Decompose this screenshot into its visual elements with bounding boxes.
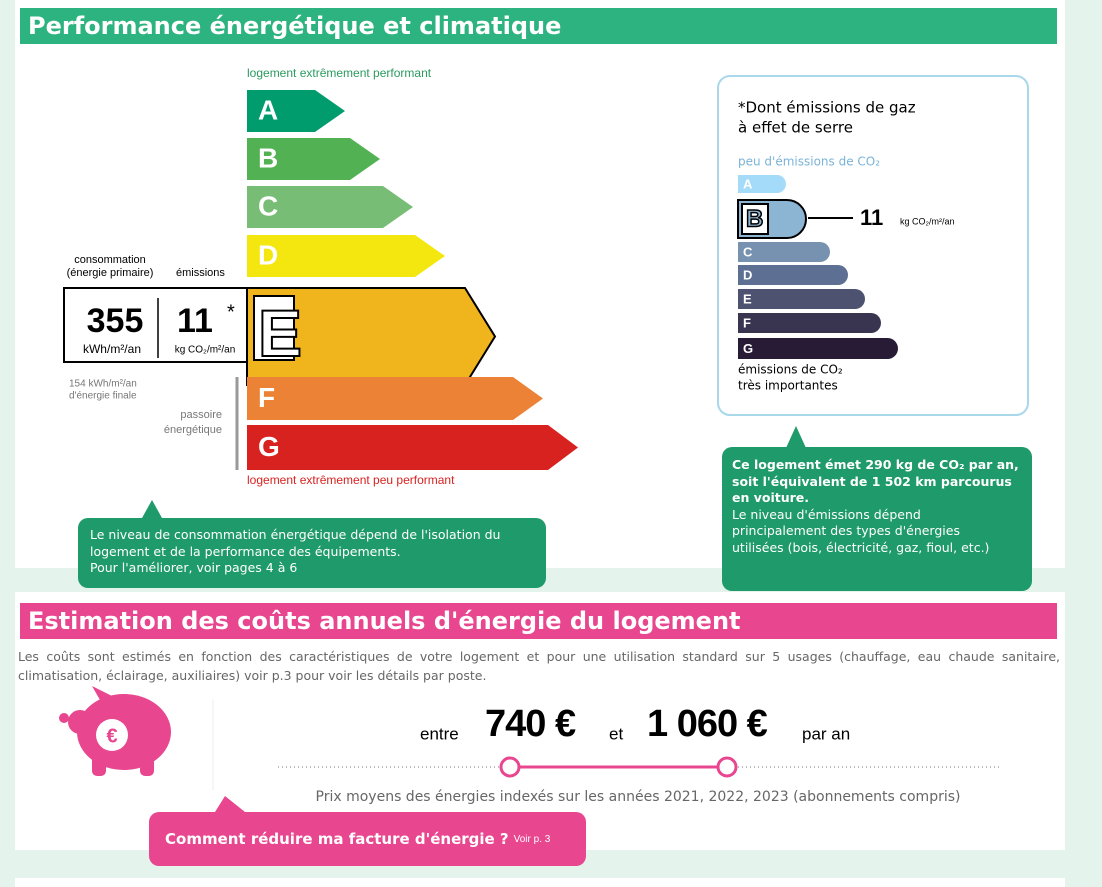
ghg-class-bar xyxy=(738,242,830,262)
current-class-box xyxy=(741,203,769,235)
energy-class-letter: C xyxy=(258,190,278,221)
ghg-class-bar xyxy=(738,175,786,193)
passoire-label: énergétique xyxy=(164,424,222,436)
ghg-class-letter: C xyxy=(743,244,753,259)
ghg-class-bar xyxy=(738,265,848,285)
range-handle xyxy=(499,756,521,778)
ghg-class-letter: A xyxy=(743,176,753,191)
emissions-label: émissions xyxy=(176,267,225,279)
energy-class-arrow xyxy=(247,90,345,132)
ghg-bottom-label: très importantes xyxy=(738,379,838,393)
range-handle xyxy=(716,756,738,778)
scale-top-label: logement extrêmement performant xyxy=(247,66,432,80)
emissions-unit: kg CO₂/m²/an xyxy=(175,345,236,356)
costs-description: Les coûts sont estimés en fonction des c… xyxy=(18,649,1060,683)
consumption-label: consommation xyxy=(74,254,146,266)
energy-class-letter: E xyxy=(258,296,302,370)
energy-class-letter: A xyxy=(258,94,278,125)
note-line: soit l'équivalent de 1 502 km parcourus xyxy=(732,473,1012,489)
range-footnote: Prix moyens des énergies indexés sur les… xyxy=(316,789,961,805)
ghg-title: *Dont émissions de gaz xyxy=(738,99,916,117)
energy-class-arrow xyxy=(247,186,413,228)
range-from: entre xyxy=(420,724,459,743)
final-energy: 154 kWh/m²/an xyxy=(69,379,137,390)
range-and: et xyxy=(609,724,623,743)
callout-tip xyxy=(215,796,245,812)
callout-tip xyxy=(142,500,162,518)
ghg-title: à effet de serre xyxy=(738,119,853,137)
consumption-value: 355 xyxy=(87,302,144,340)
ghg-class-letter: B xyxy=(746,205,763,232)
ghg-class-letter: E xyxy=(743,291,752,306)
note-line: en voiture. xyxy=(732,490,810,505)
ghg-class-bar xyxy=(738,313,881,333)
consumption-unit: kWh/m²/an xyxy=(83,342,141,356)
scale-bottom-label: logement extrêmement peu performant xyxy=(247,473,455,487)
energy-class-arrow xyxy=(247,377,543,420)
energy-class-letter: F xyxy=(258,382,275,413)
ghg-class-letter: F xyxy=(743,315,751,330)
range-min: 740 € xyxy=(485,703,576,745)
final-energy: d'énergie finale xyxy=(69,391,137,402)
energy-class-arrow xyxy=(247,425,578,470)
ghg-class-bar xyxy=(738,289,865,309)
ghg-bottom-label: émissions de CO₂ xyxy=(738,363,843,377)
button-ref[interactable]: Voir p. 3 xyxy=(513,833,551,845)
current-class-box xyxy=(253,295,295,361)
energy-class-letter: D xyxy=(258,239,278,270)
note-line: Pour l'améliorer, voir pages 4 à 6 xyxy=(90,560,298,575)
callout-tip xyxy=(786,426,806,448)
energy-class-arrow xyxy=(246,287,497,386)
consumption-label: (énergie primaire) xyxy=(67,267,154,279)
advice-button[interactable]: Comment réduire ma facture d'énergie ? V… xyxy=(149,812,586,866)
section-title: Estimation des coûts annuels d'énergie d… xyxy=(20,603,1057,639)
ghg-note: Ce logement émet 290 kg de CO₂ par an, s… xyxy=(722,447,1032,591)
note-line: Le niveau d'émissions dépend xyxy=(732,506,921,522)
piggy-icon: € xyxy=(59,686,171,776)
note-line: principalement des types d'énergies xyxy=(732,523,960,538)
next-panel xyxy=(15,878,1065,887)
emissions-mark: * xyxy=(227,301,235,323)
ghg-value: 11 xyxy=(860,205,883,230)
icon-symbol: € xyxy=(106,725,117,747)
energy-class-letter: G xyxy=(258,431,280,462)
note-line: logement et de la performance des équipe… xyxy=(90,543,401,559)
range-per: par an xyxy=(802,724,850,743)
ghg-class-letter: G xyxy=(743,341,753,356)
energy-class-arrow xyxy=(247,235,445,277)
energy-class-letter: B xyxy=(258,142,278,173)
ghg-unit: kg CO₂/m²/an xyxy=(900,216,955,226)
note-line: Ce logement émet 290 kg de CO₂ par an, xyxy=(732,457,1019,472)
button-label[interactable]: Comment réduire ma facture d'énergie ? xyxy=(165,830,509,848)
section-title: Performance énergétique et climatique xyxy=(20,8,1057,44)
emissions-value: 11 xyxy=(177,302,213,340)
range-max: 1 060 € xyxy=(647,703,768,745)
ghg-class-letter: D xyxy=(743,267,752,282)
passoire-label: passoire xyxy=(180,409,222,421)
note-line: utilisées (bois, électricité, gaz, fioul… xyxy=(732,539,990,555)
consumption-note: Le niveau de consommation énergétique dé… xyxy=(78,518,546,588)
energy-class-arrow xyxy=(247,138,380,180)
ghg-class-bar xyxy=(738,338,898,359)
note-line: Le niveau de consommation énergétique dé… xyxy=(90,527,501,542)
ghg-top-label: peu d'émissions de CO₂ xyxy=(738,155,880,169)
